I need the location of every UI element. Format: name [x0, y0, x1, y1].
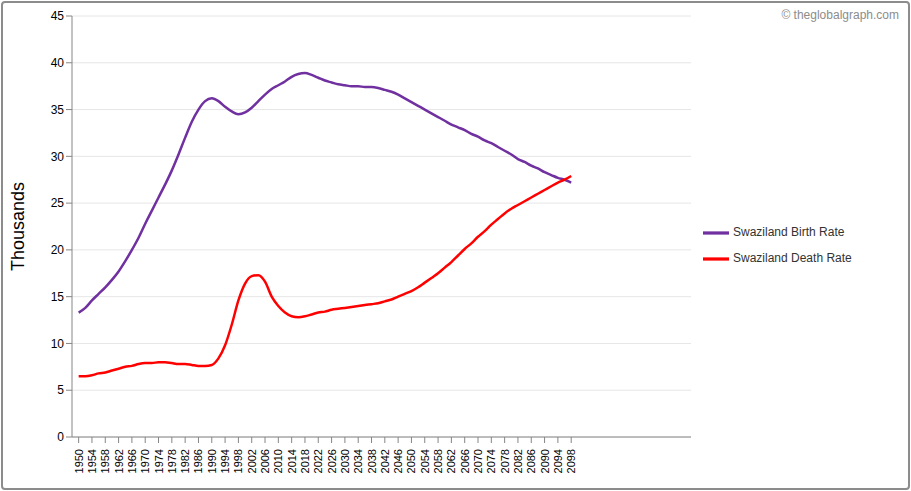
svg-text:10: 10	[51, 337, 65, 351]
svg-text:1998: 1998	[232, 449, 244, 473]
svg-text:2062: 2062	[445, 449, 457, 473]
svg-text:2010: 2010	[272, 449, 284, 473]
svg-text:1950: 1950	[73, 449, 85, 473]
svg-text:15: 15	[51, 290, 65, 304]
svg-text:45: 45	[51, 9, 65, 23]
html-text:Swaziland Birth Rate: Swaziland Birth Rate	[733, 224, 845, 239]
svg-text:1974: 1974	[153, 449, 165, 473]
svg-text:25: 25	[51, 196, 65, 210]
svg-text:Thousands: Thousands	[8, 182, 28, 271]
svg-text:2002: 2002	[246, 449, 258, 473]
svg-text:2042: 2042	[379, 449, 391, 473]
svg-text:2038: 2038	[366, 449, 378, 473]
svg-text:5: 5	[57, 383, 64, 397]
html-text:© theglobalgraph.com: © theglobalgraph.com	[781, 8, 899, 22]
svg-text:1986: 1986	[192, 449, 204, 473]
svg-text:2070: 2070	[472, 449, 484, 473]
svg-text:2094: 2094	[552, 449, 564, 473]
svg-text:2030: 2030	[339, 449, 351, 473]
svg-text:2082: 2082	[512, 449, 524, 473]
svg-text:1978: 1978	[166, 449, 178, 473]
svg-text:30: 30	[51, 150, 65, 164]
svg-text:2034: 2034	[352, 449, 364, 473]
svg-text:2054: 2054	[419, 449, 431, 473]
svg-text:2026: 2026	[326, 449, 338, 473]
svg-text:20: 20	[51, 243, 65, 257]
svg-text:2098: 2098	[565, 449, 577, 473]
svg-text:2090: 2090	[539, 449, 551, 473]
svg-text:1970: 1970	[139, 449, 151, 473]
svg-text:2074: 2074	[485, 449, 497, 473]
svg-text:35: 35	[51, 103, 65, 117]
svg-text:2018: 2018	[299, 449, 311, 473]
svg-text:1966: 1966	[126, 449, 138, 473]
svg-text:0: 0	[57, 430, 64, 444]
svg-text:2022: 2022	[312, 449, 324, 473]
html-text:Swaziland Death Rate: Swaziland Death Rate	[733, 250, 852, 265]
svg-text:1994: 1994	[219, 449, 231, 473]
svg-text:1982: 1982	[179, 449, 191, 473]
svg-text:2086: 2086	[525, 449, 537, 473]
svg-text:40: 40	[51, 56, 65, 70]
svg-text:1990: 1990	[206, 449, 218, 473]
svg-text:1962: 1962	[113, 449, 125, 473]
svg-text:2014: 2014	[286, 449, 298, 473]
svg-text:2078: 2078	[499, 449, 511, 473]
svg-text:2006: 2006	[259, 449, 271, 473]
svg-text:1958: 1958	[99, 449, 111, 473]
svg-text:2046: 2046	[392, 449, 404, 473]
svg-text:1954: 1954	[86, 449, 98, 473]
svg-text:2058: 2058	[432, 449, 444, 473]
svg-text:2066: 2066	[459, 449, 471, 473]
svg-text:2050: 2050	[405, 449, 417, 473]
